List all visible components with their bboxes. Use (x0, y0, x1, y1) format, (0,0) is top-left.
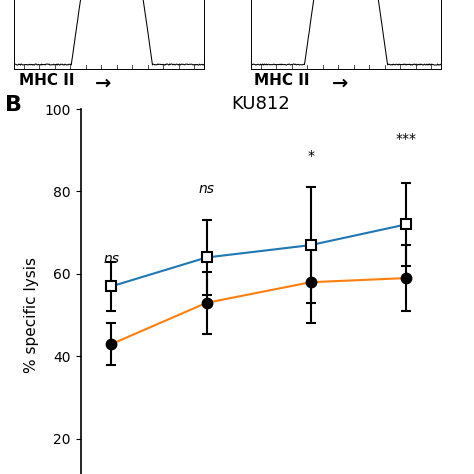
Text: ns: ns (103, 252, 119, 266)
Text: →: → (332, 73, 348, 92)
Text: ns: ns (199, 182, 215, 196)
Text: KU812: KU812 (231, 95, 290, 113)
Text: B: B (5, 95, 22, 115)
Text: MHC II: MHC II (19, 73, 74, 89)
Text: MHC II: MHC II (254, 73, 309, 89)
Text: ***: *** (395, 132, 416, 146)
Text: *: * (307, 149, 314, 163)
Y-axis label: % specific lysis: % specific lysis (24, 257, 39, 373)
Text: →: → (95, 73, 111, 92)
